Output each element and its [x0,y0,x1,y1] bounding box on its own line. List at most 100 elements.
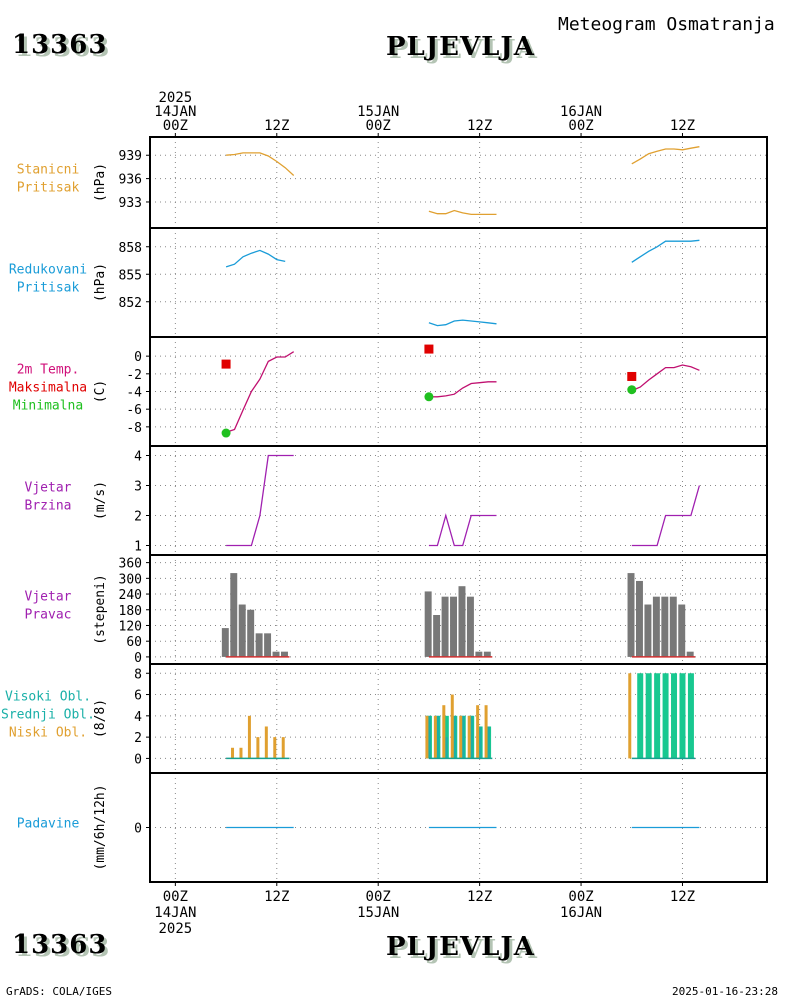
wind-dir-bar [255,633,263,657]
cloud-bar [435,715,440,759]
unit-label: (C) [93,380,108,403]
cloud-bar [671,673,678,759]
series-line [226,152,295,176]
y-tick-label: 0 [134,752,142,767]
unit-label: (hPa) [93,163,108,202]
cloud-bar [442,705,446,759]
panel-5: 0 2 4 6 8 (8/8)Visoki Obl. Srednji Obl. Niski O… [1,663,768,774]
wind-dir-bar [627,573,635,657]
y-tick-label: 60 [126,635,142,650]
min-temp-marker [221,428,231,438]
param-label: Stanicni [17,163,80,178]
cloud-bar [459,715,463,759]
wind-dir-bar [483,651,491,657]
wind-dir-bar [635,580,643,657]
y-tick-label: 933 [119,196,142,211]
param-label: Padavine [17,817,80,832]
y-tick-label: -6 [126,403,142,418]
time-label-top: 14JAN [154,104,196,120]
y-tick-label: 855 [119,268,142,283]
cloud-bar [679,673,686,759]
series-line [225,249,286,268]
series-line [428,319,497,327]
panel-6: 0 (mm/6h/12h) Padavine [17,772,768,883]
cloud-bar [687,673,694,759]
param-label: Maksimalna [9,381,87,396]
station-name-bottom: PLJEVLJA [386,932,535,962]
series-line [428,381,497,398]
param-label: Vjetar [25,481,72,496]
y-tick-label: 858 [119,241,142,256]
y-tick-label: -8 [126,421,142,436]
max-temp-marker [424,344,434,354]
wind-dir-bar [669,596,677,657]
cloud-bar [264,726,268,759]
y-tick-label: 0 [134,350,142,365]
series-line [428,209,497,216]
station-name-top: PLJEVLJA [386,32,535,62]
wind-dir-bar [644,604,652,657]
series-line [631,485,701,547]
series-line [428,513,497,547]
y-tick-label: 240 [119,588,142,603]
wind-dir-bar [661,596,669,657]
wind-dir-bar [450,596,457,657]
wind-dir-bar [221,628,229,657]
wind-dir-bar [238,604,246,657]
y-tick-label: -2 [126,368,142,383]
param-label: Pravac [25,608,72,623]
wind-dir-bar [424,591,432,657]
time-label-top: 00Z [568,118,593,134]
param-label: Minimalna [13,399,83,414]
time-label-bottom: 00Z [163,889,188,905]
param-label: Pritisak [17,281,80,296]
unit-label: (stepeni) [93,574,108,644]
panel-0: 933 936 939 (hPa) Stanicni Pritisak [17,136,768,229]
time-label-bottom: 12Z [670,889,695,905]
y-tick-label: -4 [126,386,142,401]
y-tick-label: 939 [119,149,142,164]
cloud-bar [450,694,454,759]
y-tick-label: 300 [119,572,142,587]
time-label-bottom: 15JAN [357,905,399,921]
cloud-bar [637,673,644,759]
meteogram-subtitle: Meteogram Osmatranja [558,14,775,35]
param-label: Visoki Obl. [5,690,91,705]
wind-dir-bar [230,573,238,657]
series-line [225,351,295,433]
time-label-top: 00Z [163,118,188,134]
station-id-top: 13363 [12,30,108,60]
y-tick-label: 0 [134,651,142,666]
y-tick-label: 8 [134,667,142,682]
panel-frame [149,136,768,229]
panel-1: 852 855 858 (hPa) Redukovani Pritisak [9,227,768,338]
param-label: Brzina [25,499,72,514]
time-label-bottom: 12Z [264,889,289,905]
cloud-bar [486,726,491,759]
max-temp-marker [221,359,231,369]
time-label-top: 12Z [264,118,289,134]
wind-dir-bar [458,586,466,657]
cloud-bar [443,737,448,759]
unit-label: (hPa) [93,263,108,302]
panel-frame [149,445,768,556]
time-label-bottom: 00Z [568,889,593,905]
cloud-bar [477,726,482,759]
time-label-top: 15JAN [357,104,399,120]
time-label-top: 12Z [670,118,695,134]
unit-label: (mm/6h/12h) [93,784,108,870]
time-label-top: 12Z [467,118,492,134]
time-label-top: 00Z [366,118,391,134]
y-tick-label: 852 [119,296,142,311]
wind-dir-bar [652,596,660,657]
param-label: Pritisak [17,181,80,196]
cloud-bar [467,715,471,759]
wind-dir-bar [247,609,255,657]
y-tick-label: 0 [134,822,142,837]
param-label: 2m Temp. [17,363,80,378]
cloud-bar [273,737,277,759]
wind-dir-bar [264,633,272,657]
panel-2: -8 -6 -4 -2 0 (C) 2m Temp. Maksimalna Minimalna [9,336,768,447]
grads-credit: GrADS: COLA/IGES [6,985,112,998]
